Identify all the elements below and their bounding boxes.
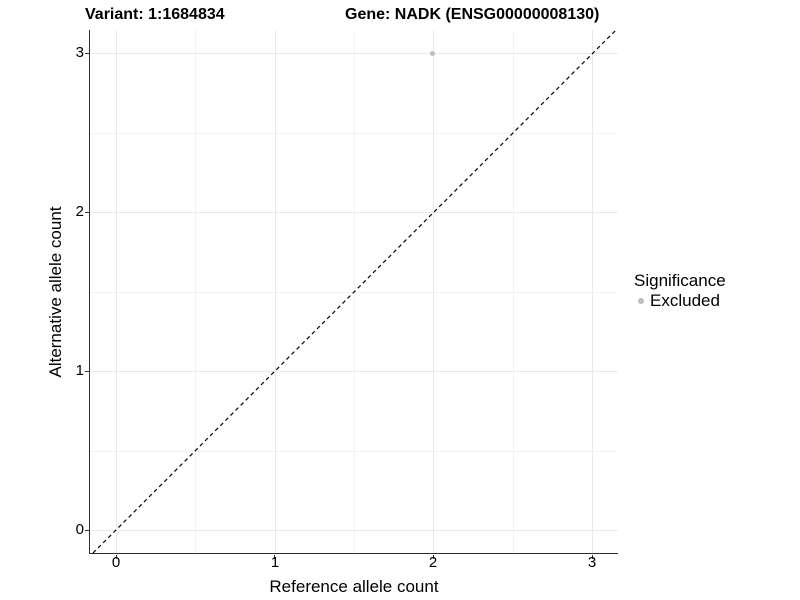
legend-key: [632, 293, 649, 310]
gridline-y-1: [90, 371, 618, 372]
y-axis-title: Alternative allele count: [46, 206, 65, 378]
y-tick-3: [85, 53, 89, 55]
x-tick-0: [115, 554, 117, 559]
y-tick-2: [85, 211, 89, 213]
gene-title: Gene: NADK (ENSG00000008130): [345, 6, 600, 23]
gridline-y-minor-2.5: [90, 133, 618, 134]
gridline-x-minor-2.5: [513, 30, 514, 553]
gridline-x-minor-0.5: [195, 30, 196, 553]
gridline-y-minor-0.5: [90, 451, 618, 452]
y-tick-0: [85, 529, 89, 531]
x-tick-3: [591, 554, 593, 559]
excluded-point-icon: [637, 298, 644, 304]
x-axis-line: [89, 553, 618, 555]
data-point-excluded: [430, 51, 435, 56]
x-tick-label-0: 0: [111, 554, 121, 571]
gridline-y-0: [90, 530, 618, 531]
x-tick-label-3: 3: [587, 554, 597, 571]
gridline-x-0: [116, 30, 117, 553]
gridline-y-2: [90, 212, 618, 213]
identity-dashed-line: [92, 30, 617, 553]
legend-entry-excluded: Excluded: [632, 292, 797, 310]
gridline-y-3: [90, 53, 618, 54]
gridline-x-2: [433, 30, 434, 553]
x-tick-label-1: 1: [270, 554, 280, 571]
legend-label: Excluded: [650, 291, 720, 310]
y-tick-1: [85, 370, 89, 372]
y-tick-label-1: 1: [75, 362, 84, 379]
gridline-x-1: [275, 30, 276, 553]
gridline-x-3: [592, 30, 593, 553]
y-axis-line: [89, 30, 91, 554]
x-tick-label-2: 2: [428, 554, 438, 571]
x-axis-title: Reference allele count: [269, 577, 439, 596]
variant-title: Variant: 1:1684834: [85, 6, 225, 23]
legend-title: Significance: [634, 271, 726, 290]
legend: Significance Excluded: [632, 271, 797, 310]
plot-panel: [90, 30, 618, 553]
x-tick-1: [274, 554, 276, 559]
y-tick-label-3: 3: [75, 44, 84, 61]
y-tick-label-0: 0: [75, 521, 84, 538]
y-tick-label-2: 2: [75, 203, 84, 220]
x-tick-2: [432, 554, 434, 559]
